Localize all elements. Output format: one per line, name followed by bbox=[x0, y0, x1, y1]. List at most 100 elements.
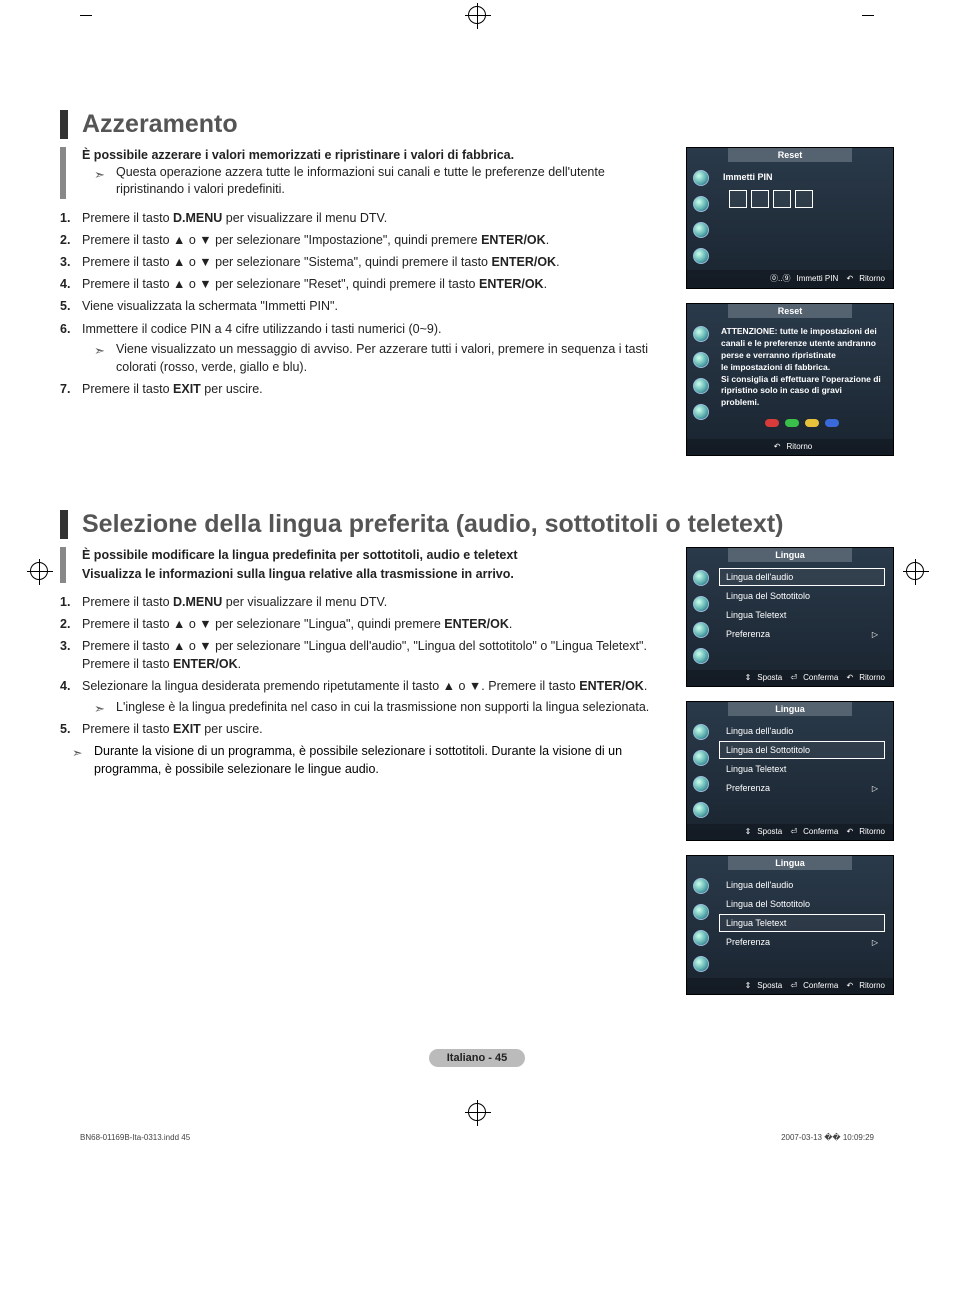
osd-side-icon bbox=[693, 930, 709, 946]
osd-side-icon bbox=[693, 878, 709, 894]
osd-title: Lingua bbox=[728, 702, 852, 716]
hint-return-icon: ↶ bbox=[774, 442, 781, 451]
hint-enter-icon: ⏎ bbox=[790, 981, 797, 990]
osd-menu-row: Lingua del Sottotitolo bbox=[719, 895, 885, 913]
osd-main: ATTENZIONE: tutte le impostazioni dei ca… bbox=[715, 320, 893, 439]
section-title: Selezione della lingua preferita (audio,… bbox=[82, 510, 894, 539]
osd-side-icon bbox=[693, 196, 709, 212]
osd-row-label: Lingua dell'audio bbox=[726, 572, 793, 582]
chevron-right-icon: ▷ bbox=[872, 630, 878, 639]
page-footer-badge: Italiano - 45 bbox=[429, 1049, 526, 1067]
osd-side-icon bbox=[693, 248, 709, 264]
hint-num-icon: ⓪..⑨ bbox=[770, 274, 790, 283]
osd-menu-row: Preferenza ▷ bbox=[719, 625, 885, 643]
figure-column: Reset Immetti PIN bbox=[686, 147, 894, 470]
osd-row-label: Lingua dell'audio bbox=[726, 880, 793, 890]
hint-move-icon: ⇕ bbox=[745, 673, 752, 682]
steps-list: 1. Premere il tasto D.MENU per visualizz… bbox=[60, 209, 668, 398]
intro-note: ➣ Questa operazione azzera tutte le info… bbox=[82, 164, 668, 199]
osd-menu-row: Preferenza ▷ bbox=[719, 933, 885, 951]
osd-hint-bar: ⓪..⑨Immetti PIN ↶Ritorno bbox=[687, 270, 893, 288]
osd-warning-text: ATTENZIONE: tutte le impostazioni dei ca… bbox=[719, 324, 885, 415]
heading-bar: Azzeramento bbox=[60, 110, 894, 139]
hint-return-icon: ↶ bbox=[847, 274, 854, 283]
note-arrow-icon: ➣ bbox=[94, 166, 105, 184]
osd-main: Lingua dell'audio Lingua del Sottotitolo L… bbox=[715, 718, 893, 824]
osd-menu-row: Lingua dell'audio bbox=[719, 876, 885, 894]
osd-color-dots bbox=[719, 415, 885, 433]
steps-list: 1. Premere il tasto D.MENU per visualizz… bbox=[60, 593, 668, 738]
section-language: Selezione della lingua preferita (audio,… bbox=[60, 510, 894, 1009]
intro-block: È possibile azzerare i valori memorizzat… bbox=[60, 147, 668, 199]
pin-digit-box bbox=[773, 190, 791, 208]
intro-text-2: Visualizza le informazioni sulla lingua … bbox=[82, 566, 668, 583]
step-item: 3. Premere il tasto ▲ o ▼ per selezionar… bbox=[60, 637, 668, 673]
step-item: 5. Premere il tasto EXIT per uscire. bbox=[60, 720, 668, 738]
osd-hint-bar: ⇕Sposta ⏎Conferma ↶Ritorno bbox=[687, 978, 893, 994]
osd-side-icon bbox=[693, 904, 709, 920]
osd-menu-row: Lingua Teletext bbox=[719, 606, 885, 624]
osd-row-label: Preferenza bbox=[726, 629, 770, 639]
osd-language: Lingua Lingua dell'audio Lingua del Sotto… bbox=[686, 855, 894, 995]
step-subnote: ➣ Viene visualizzato un messaggio di avv… bbox=[82, 340, 668, 376]
osd-row-label: Lingua Teletext bbox=[726, 918, 786, 928]
osd-row-label: Preferenza bbox=[726, 937, 770, 947]
osd-row-label: Lingua Teletext bbox=[726, 764, 786, 774]
step-subnote: ➣ L'inglese è la lingua predefinita nel … bbox=[82, 698, 668, 716]
osd-side-icons bbox=[687, 164, 715, 270]
registration-mark-icon bbox=[468, 1103, 486, 1121]
intro-text: È possibile azzerare i valori memorizzat… bbox=[82, 147, 668, 164]
osd-title: Lingua bbox=[728, 548, 852, 562]
color-dot bbox=[765, 419, 779, 427]
hint-return-icon: ↶ bbox=[847, 673, 854, 682]
osd-title: Lingua bbox=[728, 856, 852, 870]
chevron-right-icon: ▷ bbox=[872, 784, 878, 793]
osd-main: Immetti PIN bbox=[715, 164, 893, 270]
note-arrow-icon: ➣ bbox=[94, 342, 105, 361]
meta-file: BN68-01169B-Ita-0313.indd 45 bbox=[80, 1133, 190, 1142]
osd-hint-bar: ↶Ritorno bbox=[687, 439, 893, 455]
step-item: 2. Premere il tasto ▲ o ▼ per selezionar… bbox=[60, 231, 668, 249]
osd-side-icons bbox=[687, 564, 715, 670]
osd-reset-pin: Reset Immetti PIN bbox=[686, 147, 894, 289]
pin-digit-box bbox=[751, 190, 769, 208]
osd-menu-row: Lingua del Sottotitolo bbox=[719, 741, 885, 759]
crop-left bbox=[30, 562, 48, 580]
chevron-right-icon: ▷ bbox=[872, 938, 878, 947]
osd-row-label: Lingua del Sottotitolo bbox=[726, 899, 810, 909]
hint-move-icon: ⇕ bbox=[745, 827, 752, 836]
color-dot bbox=[825, 419, 839, 427]
osd-menu-row: Lingua dell'audio bbox=[719, 568, 885, 586]
note-arrow-icon: ➣ bbox=[94, 700, 105, 719]
heading-bar: Selezione della lingua preferita (audio,… bbox=[60, 510, 894, 539]
osd-side-icon bbox=[693, 170, 709, 186]
step-item: 2. Premere il tasto ▲ o ▼ per selezionar… bbox=[60, 615, 668, 633]
hint-move-icon: ⇕ bbox=[745, 981, 752, 990]
osd-menu-row: Lingua Teletext bbox=[719, 914, 885, 932]
hint-return-icon: ↶ bbox=[847, 981, 854, 990]
osd-side-icons bbox=[687, 320, 715, 439]
figure-column: Lingua Lingua dell'audio Lingua del Sotto… bbox=[686, 547, 894, 1009]
osd-side-icon bbox=[693, 352, 709, 368]
pin-digit-box bbox=[795, 190, 813, 208]
note-text: Questa operazione azzera tutte le inform… bbox=[116, 165, 605, 197]
osd-side-icon bbox=[693, 404, 709, 420]
print-metadata: BN68-01169B-Ita-0313.indd 45 2007-03-13 … bbox=[0, 1127, 954, 1142]
osd-row-label: Lingua Teletext bbox=[726, 610, 786, 620]
osd-title: Reset bbox=[728, 148, 852, 162]
step-item: 7. Premere il tasto EXIT per uscire. bbox=[60, 380, 668, 398]
osd-hint-bar: ⇕Sposta ⏎Conferma ↶Ritorno bbox=[687, 670, 893, 686]
step-item: 5. Viene visualizzata la schermata "Imme… bbox=[60, 297, 668, 315]
osd-menu-row: Lingua dell'audio bbox=[719, 722, 885, 740]
osd-side-icon bbox=[693, 378, 709, 394]
crop-right bbox=[906, 562, 924, 580]
step-item: 4. Selezionare la lingua desiderata prem… bbox=[60, 677, 668, 715]
osd-row-label: Lingua dell'audio bbox=[726, 726, 793, 736]
osd-language: Lingua Lingua dell'audioLingua del Sotto… bbox=[686, 547, 894, 687]
osd-row-label: Lingua del Sottotitolo bbox=[726, 745, 810, 755]
osd-side-icons bbox=[687, 718, 715, 824]
osd-side-icon bbox=[693, 596, 709, 612]
step-item: 3. Premere il tasto ▲ o ▼ per selezionar… bbox=[60, 253, 668, 271]
hint-return-icon: ↶ bbox=[847, 827, 854, 836]
osd-side-icon bbox=[693, 648, 709, 664]
